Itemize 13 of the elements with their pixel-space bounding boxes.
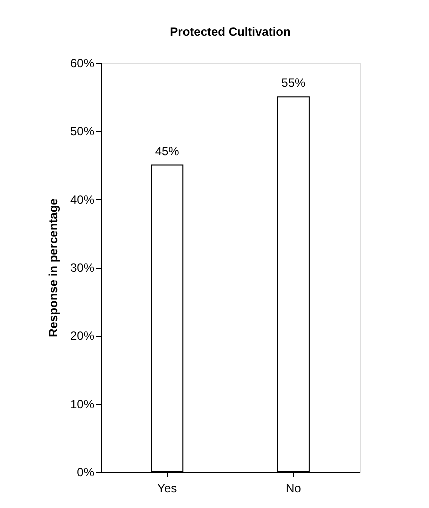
y-tick-label: 40% <box>70 192 95 207</box>
chart-title: Protected Cultivation <box>170 25 291 39</box>
y-tick-label: 20% <box>70 329 95 344</box>
y-axis-title: Response in percentage <box>46 198 60 338</box>
y-tick-label: 60% <box>70 56 95 70</box>
y-tick-label: 10% <box>70 397 95 412</box>
x-tick-label: No <box>286 482 302 496</box>
data-label: 55% <box>282 76 306 90</box>
y-tick-label: 50% <box>70 124 95 139</box>
x-tick-label: Yes <box>158 482 178 496</box>
y-tick-label: 0% <box>77 466 95 480</box>
data-label: 45% <box>155 144 180 158</box>
y-tick-label: 30% <box>70 261 95 275</box>
